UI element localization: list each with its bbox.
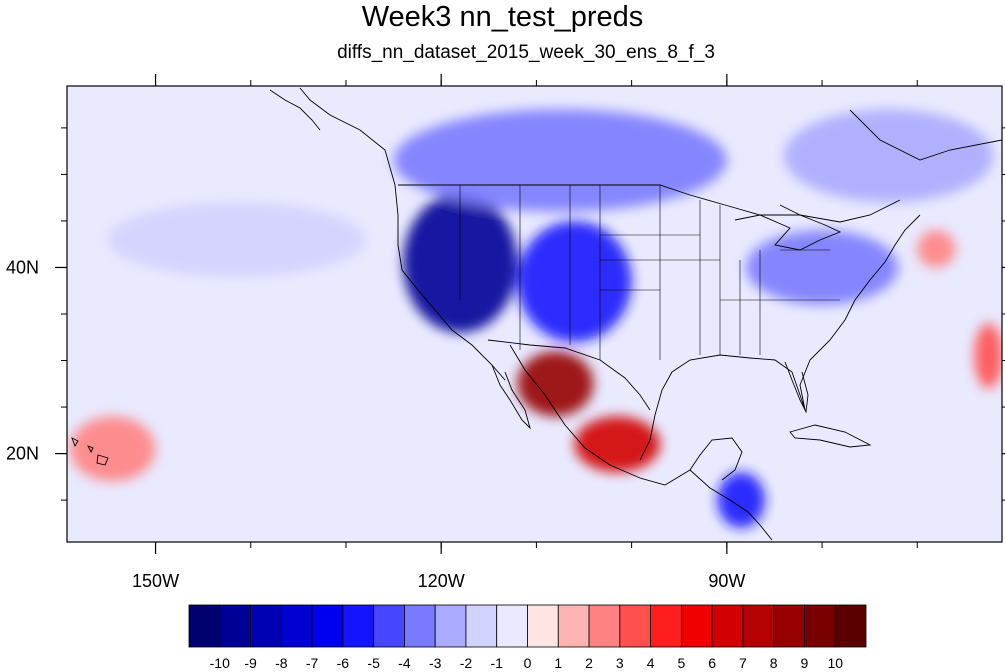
yucatan-line <box>689 437 743 481</box>
colorbar-box <box>557 604 590 648</box>
colorbar-box <box>527 604 559 648</box>
great-lakes-line <box>734 204 842 251</box>
x-tick-label: 120W <box>418 571 465 591</box>
field-region-8 <box>717 472 765 529</box>
gulf-coast-line <box>639 214 921 461</box>
field-region-11 <box>917 230 956 268</box>
field-region-1 <box>517 220 632 342</box>
colorbar-label: 5 <box>677 655 685 671</box>
x-tick-label: 150W <box>132 571 179 591</box>
colorbar-label: 6 <box>708 655 716 671</box>
florida-line <box>784 361 809 414</box>
baja-line <box>491 364 531 430</box>
axis-tick-labels: 150W 120W 90W 20N 40N <box>6 257 745 591</box>
colorbar <box>188 604 867 648</box>
y-tick-label: 40N <box>6 257 39 277</box>
colorbar-label: -5 <box>367 655 380 671</box>
colorbar-label: -1 <box>491 655 504 671</box>
field-region-6 <box>517 351 594 417</box>
central-america-line <box>689 469 773 541</box>
colorbar-box <box>804 604 836 648</box>
colorbar-box <box>342 604 375 648</box>
colorbar-box <box>465 604 498 648</box>
axis-ticks <box>55 74 1005 554</box>
northeast-coast-line <box>849 109 1002 161</box>
colorbar-label: 2 <box>585 655 593 671</box>
field-region-3 <box>393 109 727 212</box>
colorbar-box <box>311 604 344 648</box>
colorbar-label: -2 <box>460 655 473 671</box>
field-region-10 <box>974 323 1002 389</box>
colorbar-label: 4 <box>647 655 655 671</box>
colorbar-box <box>496 604 528 648</box>
colorbar-box <box>404 604 436 648</box>
state-lines <box>459 185 840 360</box>
colorbar-label: -8 <box>275 655 288 671</box>
plot-area <box>67 86 1002 542</box>
colorbar-label: -3 <box>429 655 442 671</box>
colorbar-box <box>588 604 621 648</box>
field-region-4 <box>783 109 994 203</box>
colorbar-box <box>773 604 805 648</box>
colorbar-label: -9 <box>244 655 257 671</box>
chart-subtitle: diffs_nn_dataset_2015_week_30_ens_8_f_3 <box>337 42 715 63</box>
colorbar-box <box>680 604 713 648</box>
colorbar-label: 3 <box>616 655 624 671</box>
west-coast-line <box>299 87 506 381</box>
hawaii-islands <box>71 437 109 466</box>
colorbar-box <box>188 604 221 648</box>
colorbar-label: 7 <box>739 655 747 671</box>
colorbar-box <box>434 604 467 648</box>
colorbar-box <box>650 604 682 648</box>
state-borders <box>459 185 840 360</box>
colorbar-label: 9 <box>801 655 809 671</box>
colorbar-box <box>742 604 775 648</box>
mexico-west-coast-line <box>509 344 691 486</box>
colorbar-labels: -10 -9 -8 -7 -6 -5 -4 -3 -2 -1 0 1 2 3 4 5 6 7 8 9 10 <box>210 655 844 671</box>
chart-title: Week3 nn_test_preds <box>361 1 644 33</box>
alaska-islands-line <box>269 89 321 131</box>
coastlines <box>71 87 1002 541</box>
field-region-9 <box>69 416 156 482</box>
colorbar-label: 8 <box>770 655 778 671</box>
x-tick-label: 90W <box>708 571 745 591</box>
field-regions <box>69 109 1002 529</box>
colorbar-label: -4 <box>398 655 411 671</box>
colorbar-label: 10 <box>827 655 843 671</box>
cuba-line <box>789 424 872 448</box>
colorbar-box <box>711 604 744 648</box>
field-region-5 <box>107 202 366 277</box>
colorbar-box <box>280 604 313 648</box>
colorbar-box <box>250 604 282 648</box>
colorbar-label: 1 <box>554 655 562 671</box>
colorbar-label: -10 <box>210 655 230 671</box>
field-region-2 <box>745 230 899 305</box>
colorbar-label: 0 <box>524 655 532 671</box>
colorbar-label: -7 <box>306 655 319 671</box>
field-region-7 <box>574 416 661 473</box>
colorbar-box <box>373 604 405 648</box>
y-tick-label: 20N <box>6 444 39 464</box>
colorbar-label: -6 <box>337 655 350 671</box>
colorbar-box <box>219 604 251 648</box>
colorbar-box <box>834 604 867 648</box>
us-canada-border <box>398 184 901 223</box>
colorbar-box <box>619 604 651 648</box>
